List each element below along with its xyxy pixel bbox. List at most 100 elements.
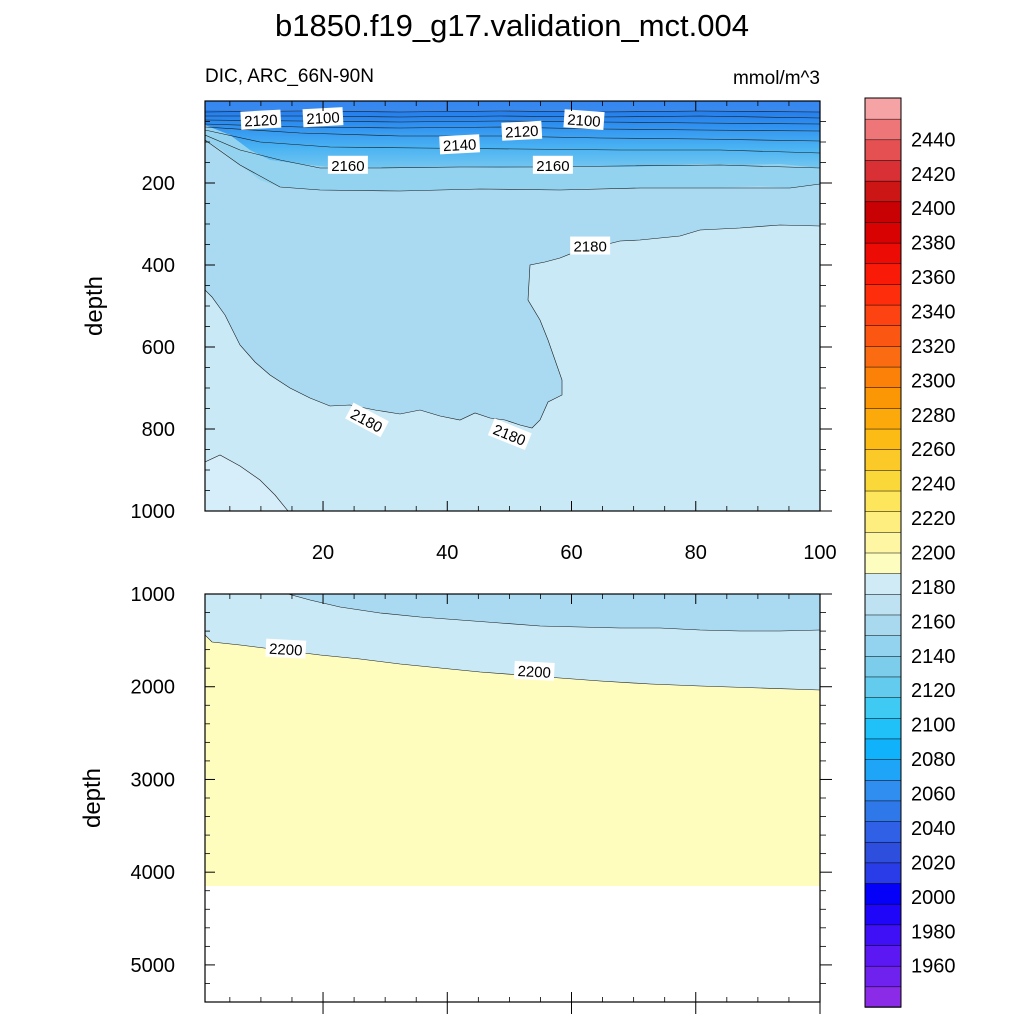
colorbar-swatch-4 — [864, 903, 902, 926]
colorbar-swatch-11 — [864, 758, 902, 781]
colorbar-swatch-33 — [864, 304, 902, 327]
contour-label-text: 2120 — [244, 112, 278, 131]
contour-label-1-1: 2200 — [513, 660, 555, 682]
colorbar-swatch-41 — [864, 139, 902, 161]
contour-label-0-5: 2160 — [327, 155, 368, 175]
y-tick-label-0-1: 400 — [142, 255, 175, 277]
bottom-panel-fills — [205, 594, 820, 886]
colorbar-label-9: 2140 — [911, 646, 956, 668]
contour-label-text: 2160 — [536, 158, 569, 175]
colorbar-swatch-38 — [864, 201, 902, 223]
contour-surface-1 — [205, 110, 820, 113]
bottom-contour-lines — [205, 594, 820, 691]
colorbar-swatch-14 — [864, 696, 902, 719]
y-tick-label-0-4: 1000 — [131, 501, 176, 523]
contour-surface-3 — [205, 119, 820, 125]
contour-label-text: 2180 — [573, 239, 606, 256]
top-panel-ticks: 20 40 60 80 100 200 400 600 800 1000 — [131, 101, 837, 564]
colorbar-label-4: 2040 — [911, 818, 956, 840]
colorbar-swatch-25 — [864, 469, 902, 492]
colorbar-label-16: 2280 — [911, 405, 956, 427]
colorbar-label-0: 1960 — [911, 956, 956, 978]
x-tick-label-3: 80 — [685, 542, 707, 564]
colorbar-label-10: 2160 — [911, 611, 956, 633]
colorbar-swatch-37 — [864, 221, 902, 244]
colorbar-frame — [864, 97, 902, 1008]
y-tick-label-0-3: 800 — [142, 419, 175, 441]
variable-label: DIC, ARC_66N-90N — [205, 66, 374, 87]
contour-label-text: 2120 — [505, 123, 539, 142]
contour-label-text: 2160 — [331, 158, 364, 175]
contour-label-box — [487, 418, 532, 451]
y-tick-label-1-3: 4000 — [131, 862, 176, 884]
contour-label-box — [345, 402, 389, 438]
colorbar-swatch-26 — [864, 448, 902, 471]
colorbar-swatch-28 — [864, 407, 902, 430]
contour-label-box — [563, 109, 605, 131]
colorbar-label-6: 2080 — [911, 749, 956, 771]
fill-2180-2190-bottom — [288, 594, 820, 631]
colorbar-swatch-8 — [864, 820, 902, 843]
colorbar-swatch-18 — [864, 614, 902, 636]
contour-2190-bottom — [287, 594, 820, 632]
colorbar-swatch-10 — [864, 779, 902, 802]
colorbar-label-12: 2200 — [911, 543, 956, 565]
colorbar-swatch-13 — [864, 717, 902, 740]
colorbar-swatch-23 — [864, 510, 902, 533]
y-tick-label-0-0: 200 — [142, 173, 175, 195]
colorbar-label-5: 2060 — [911, 784, 956, 806]
bottom-ylabel: depth — [79, 768, 106, 828]
y-tick-label-1-0: 1000 — [131, 584, 176, 606]
contour-label-1-0: 2200 — [265, 638, 307, 659]
colorbar-swatch-39 — [864, 180, 902, 203]
fill-2200-2210-bottom — [205, 635, 820, 886]
colorbar-label-3: 2020 — [911, 852, 956, 874]
contour-2160 — [205, 134, 820, 169]
colorbar-label-2: 2000 — [911, 887, 956, 909]
contour-2170 — [205, 139, 820, 192]
fill-2080-top — [205, 101, 820, 112]
colorbar-swatch-24 — [864, 490, 902, 512]
contour-label-box — [532, 155, 573, 174]
colorbar-swatch-29 — [864, 386, 902, 409]
contour-label-0-1: 2100 — [302, 107, 344, 128]
y-tick-label-1-1: 2000 — [131, 677, 176, 699]
contour-surface-5 — [205, 126, 820, 142]
colorbar-swatch-19 — [864, 593, 902, 616]
colorbar-label-15: 2260 — [911, 439, 956, 461]
contour-2180-a — [205, 224, 820, 429]
contour-label-box — [513, 660, 555, 681]
contour-label-box — [501, 120, 543, 141]
colorbar-label-19: 2340 — [911, 301, 956, 323]
colorbar-swatch-3 — [864, 924, 902, 946]
contour-label-0-7: 2180 — [570, 236, 611, 256]
contour-surface-2 — [205, 115, 820, 119]
colorbar-swatch-40 — [864, 159, 902, 182]
contour-label-text: 2100 — [306, 109, 340, 128]
contour-label-0-4: 2100 — [563, 109, 605, 131]
contour-label-box — [570, 236, 611, 255]
colorbar-label-18: 2320 — [911, 336, 956, 358]
contour-label-text: 2100 — [567, 112, 601, 131]
colorbar-swatch-1 — [864, 965, 902, 988]
y-tick-label-0-2: 600 — [142, 337, 175, 359]
colorbar-swatch-32 — [864, 325, 902, 347]
colorbar-label-21: 2380 — [911, 233, 956, 255]
colorbar-swatch-21 — [864, 552, 902, 574]
x-tick-label-2: 60 — [560, 542, 582, 564]
units-label: mmol/m^3 — [733, 68, 820, 89]
colorbar-label-13: 2220 — [911, 508, 956, 530]
colorbar-swatch-43 — [864, 97, 902, 120]
x-tick-label-4: 100 — [803, 542, 836, 564]
colorbar-label-8: 2120 — [911, 680, 956, 702]
colorbar-swatch-17 — [864, 634, 902, 657]
contour-label-box — [265, 638, 307, 659]
colorbar-label-7: 2100 — [911, 715, 956, 737]
colorbar-label-24: 2440 — [911, 129, 956, 151]
colorbar-swatch-0 — [864, 986, 902, 1008]
contour-label-0-2: 2140 — [439, 134, 481, 155]
top-ylabel: depth — [81, 276, 108, 336]
x-tick-label-1: 40 — [436, 542, 458, 564]
